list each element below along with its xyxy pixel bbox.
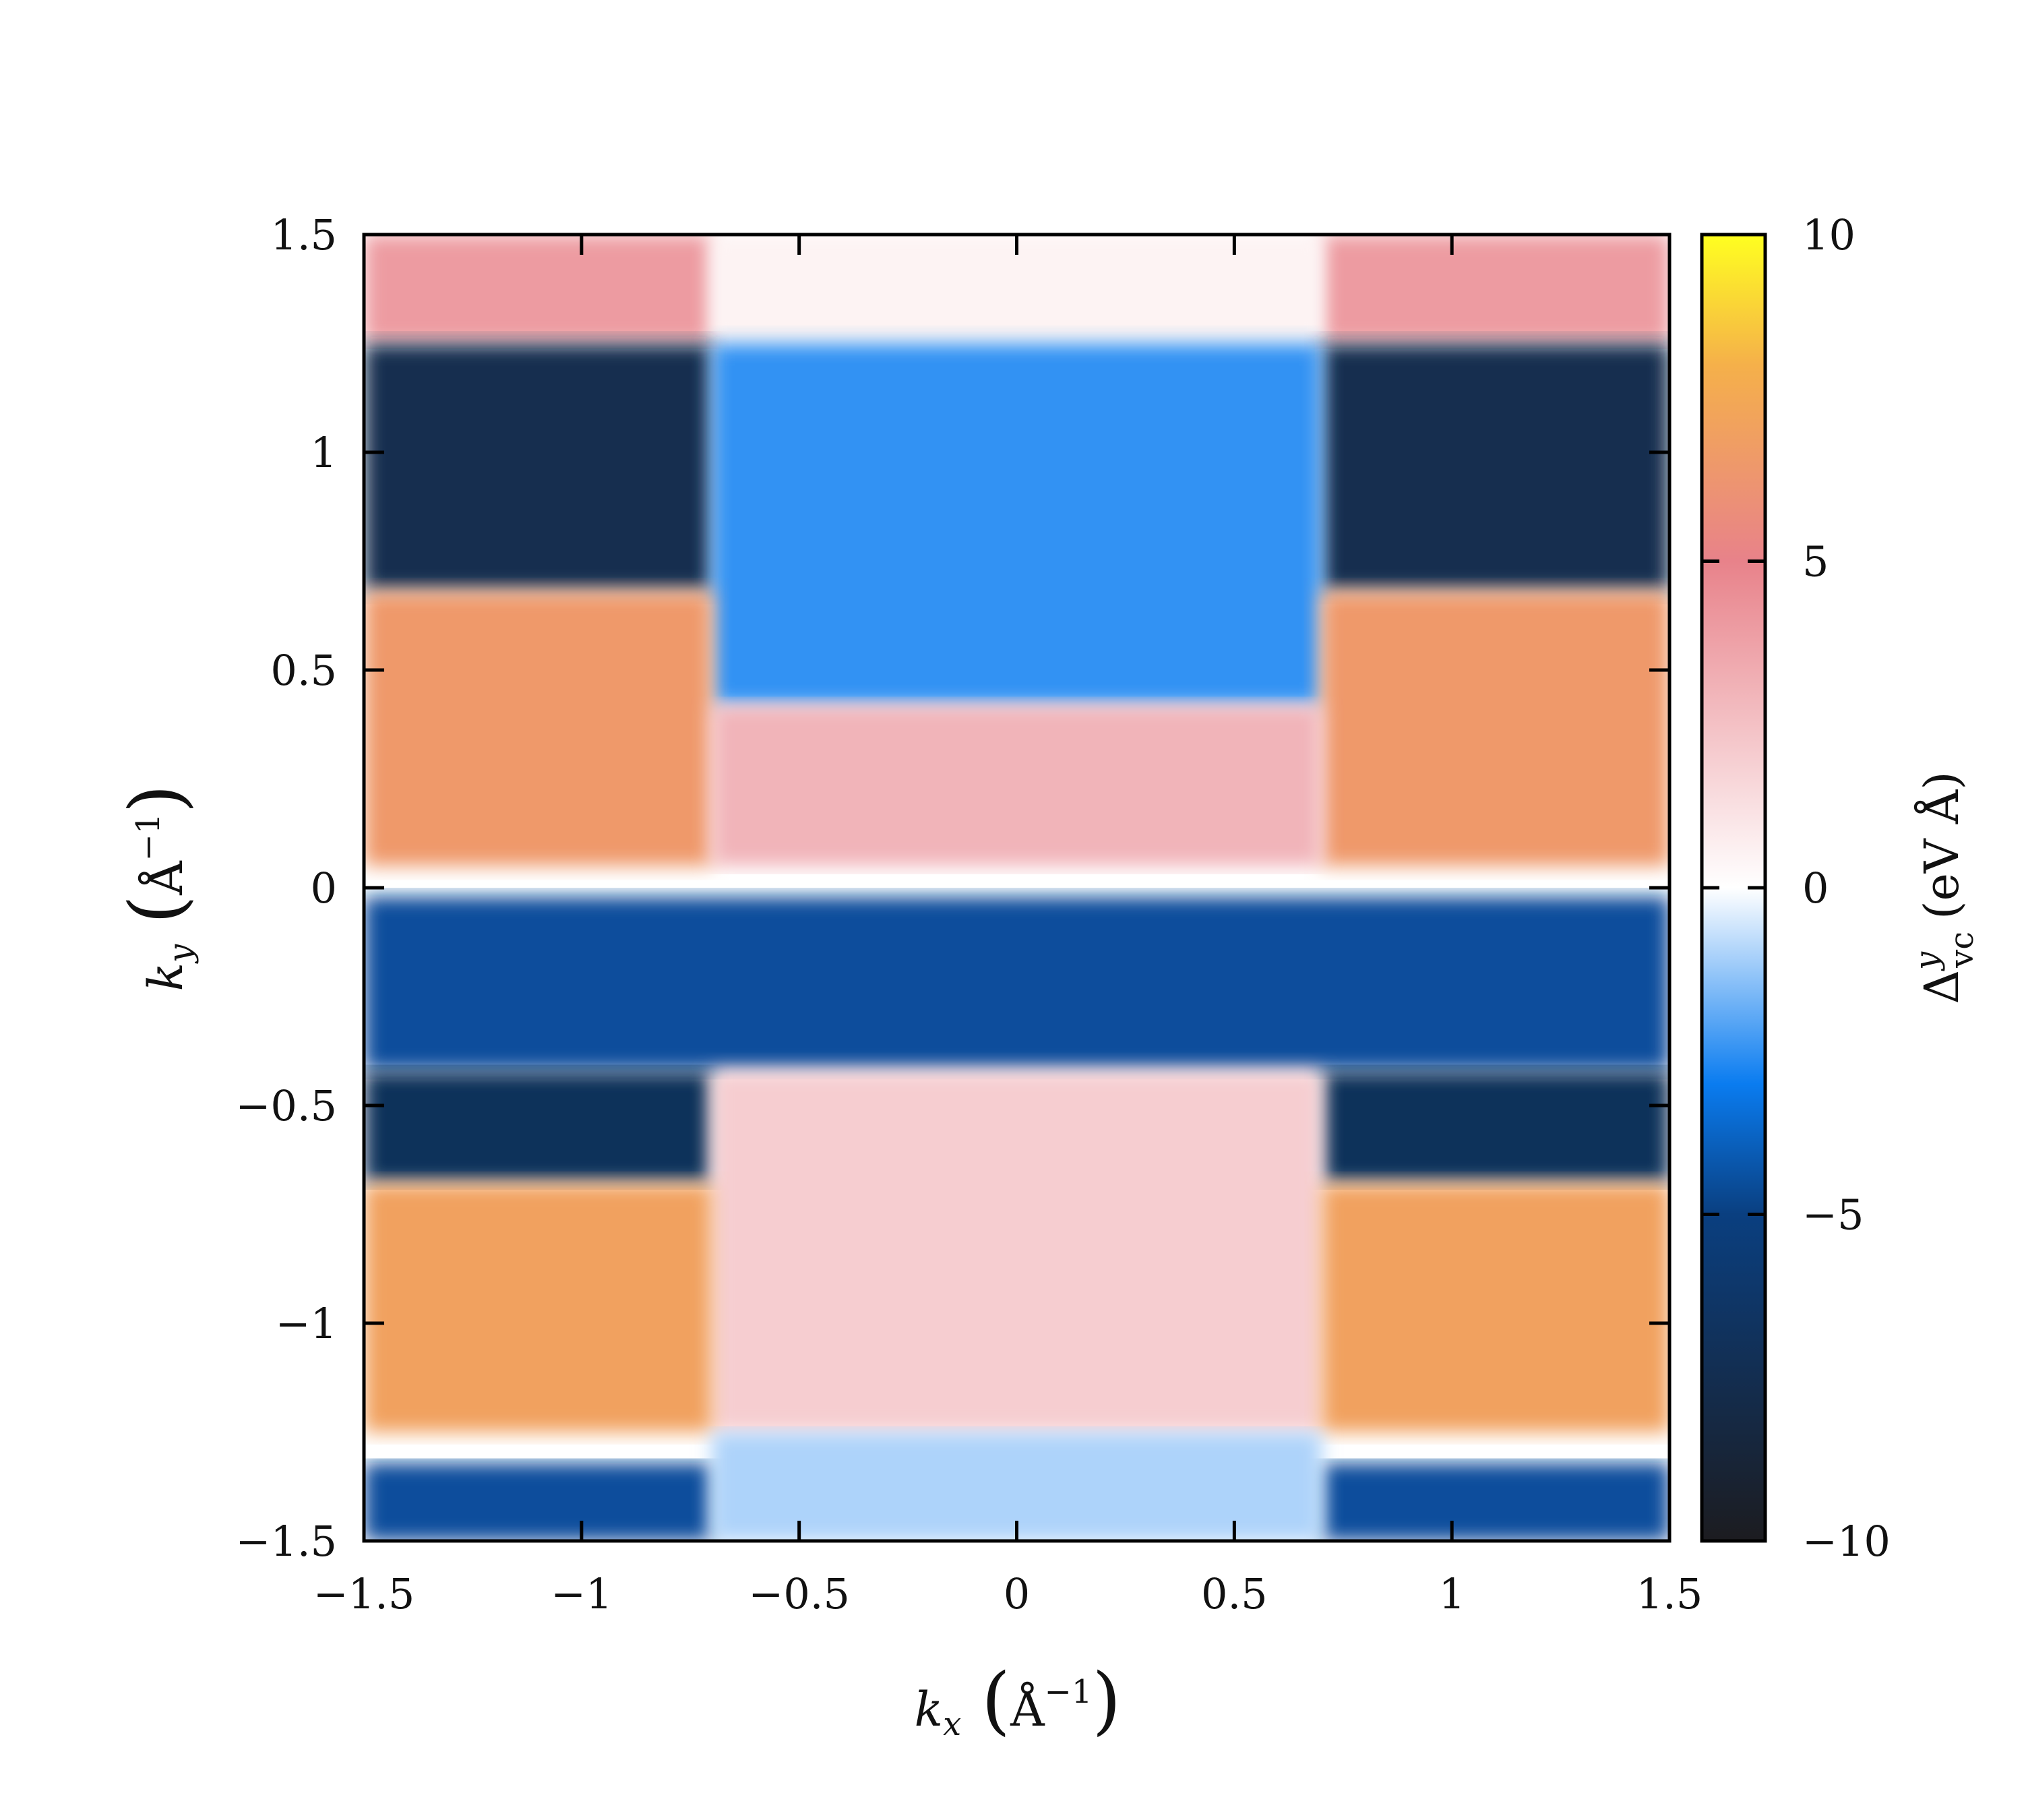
colorbar-tick-label: 0 [1802, 863, 1829, 913]
heatmap-region-14 [1321, 1184, 1669, 1432]
x-tick-label: −1 [551, 1569, 612, 1618]
x-tick-label: −1.5 [313, 1569, 415, 1618]
heatmap-region-5 [712, 343, 1322, 705]
y-tick-label: 1.5 [270, 210, 337, 260]
heatmap-region-13 [364, 1184, 712, 1432]
x-tick-label: 0.5 [1201, 1569, 1268, 1618]
y-tick-label: −1 [276, 1299, 337, 1348]
y-tick-label: 1 [311, 428, 337, 477]
heatmap-region-10 [364, 1070, 712, 1184]
x-axis-title: kx (Å−1) [915, 1657, 1122, 1743]
x-tick-label: 1 [1438, 1569, 1465, 1618]
colorbar-tick-label: 5 [1802, 537, 1829, 586]
colorbar-tick-label: 10 [1802, 210, 1856, 260]
colorbar-tick-label: −10 [1802, 1517, 1891, 1566]
heatmap-region-3 [364, 343, 712, 592]
heatmap-region-16 [1321, 1462, 1669, 1541]
heatmap-region-15 [364, 1462, 712, 1541]
heatmap-region-7 [1321, 591, 1669, 866]
heatmap-region-1 [1321, 235, 1669, 344]
x-tick-label: 1.5 [1636, 1569, 1703, 1618]
heatmap-region-4 [1321, 343, 1669, 592]
y-tick-label: −0.5 [235, 1081, 337, 1130]
colorbar-tick-label: −5 [1802, 1190, 1864, 1240]
x-tick-label: 0 [1004, 1569, 1030, 1618]
y-axis-title: ky(Å−1) [113, 785, 200, 992]
heatmap-region-0 [364, 235, 712, 344]
y-tick-label: 0.5 [270, 646, 337, 695]
x-tick-label: −0.5 [748, 1569, 850, 1618]
colorbar: −10 −5 0 5 10 [1700, 210, 1891, 1566]
plot-area: −1.5 −1 −0.5 0 0.5 1 1.5 −1.5 −1 −0.5 0 0.5 1 1.5 [235, 210, 1703, 1618]
heatmap-region-8 [712, 704, 1322, 866]
heatmap-region-12 [712, 1070, 1322, 1432]
heatmap-region-6 [364, 591, 712, 866]
heatmap-region-9 [364, 896, 1669, 1071]
y-tick-label: −1.5 [235, 1517, 337, 1566]
colorbar-title: Δyvc(eV Å) [1908, 771, 1981, 1004]
heatmap-region-11 [1321, 1070, 1669, 1184]
y-tick-label: 0 [311, 863, 337, 913]
